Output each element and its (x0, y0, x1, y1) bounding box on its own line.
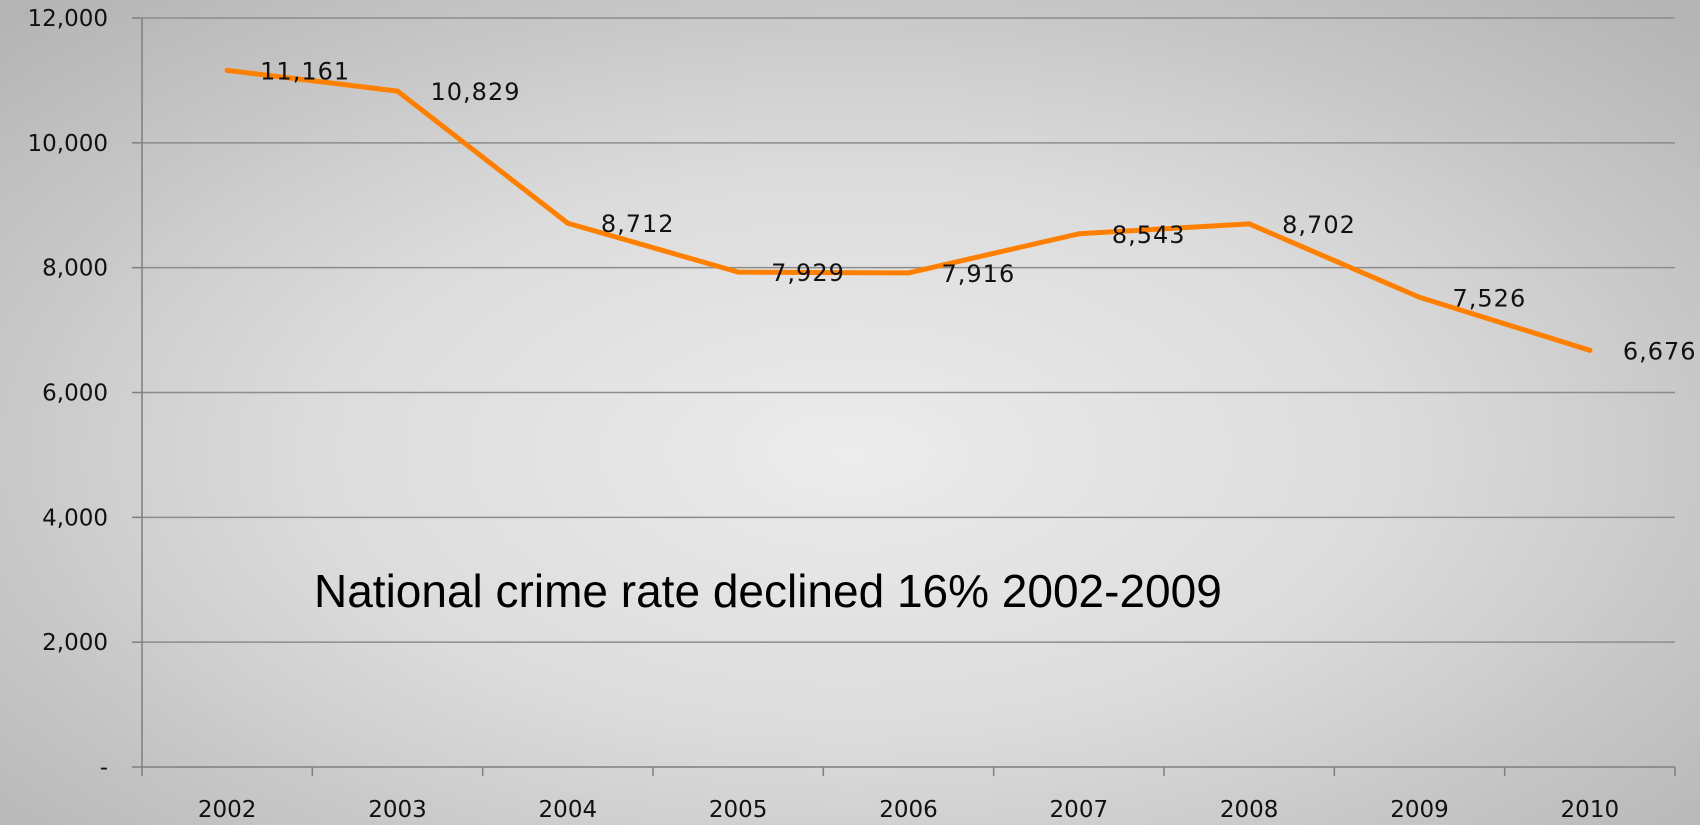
x-tick-label: 2010 (1561, 797, 1620, 823)
y-tick-labels: - 2,000 4,000 6,000 8,000 10,000 12,000 (28, 6, 108, 781)
data-point (224, 67, 230, 73)
series-lines (224, 67, 1593, 353)
x-tick-label: 2005 (709, 797, 768, 823)
data-point (395, 88, 400, 94)
y-tick-label: 6,000 (42, 381, 108, 407)
data-label: 7,929 (771, 259, 845, 287)
data-label: 11,161 (260, 57, 350, 85)
x-tick-labels: 2002 2003 2004 2005 2006 2007 2008 2009 2010 (198, 797, 1619, 823)
x-tick-label: 2003 (368, 797, 427, 823)
y-tick-label: 12,000 (28, 6, 108, 32)
data-labels: 11,161 10,829 8,712 7,929 7,916 8,543 8,702 7,5… (260, 57, 1697, 365)
y-tick-label: 8,000 (42, 256, 108, 282)
x-tick-label: 2009 (1390, 797, 1449, 823)
data-point (735, 269, 741, 275)
gridlines (132, 17, 1676, 776)
data-point (1417, 294, 1422, 300)
chart-annotation: National crime rate declined 16% 2002-20… (314, 565, 1222, 617)
data-point (906, 270, 911, 276)
x-tick-label: 2006 (879, 797, 938, 823)
y-tick-label: 4,000 (42, 505, 108, 531)
data-label: 8,712 (601, 210, 675, 238)
y-tick-label: - (100, 755, 108, 781)
x-tick-label: 2002 (198, 797, 257, 823)
data-label: 10,829 (431, 78, 521, 106)
y-tick-label: 2,000 (42, 630, 108, 656)
x-tick-label: 2008 (1220, 797, 1279, 823)
data-point (1587, 347, 1593, 353)
series-line (224, 67, 1593, 353)
data-label: 8,702 (1282, 211, 1356, 239)
x-tick-label: 2004 (539, 797, 598, 823)
data-label: 7,916 (942, 260, 1016, 288)
y-tick-label: 10,000 (28, 131, 108, 157)
axes (141, 18, 1675, 768)
x-tick-label: 2007 (1050, 797, 1109, 823)
data-point (565, 220, 571, 226)
data-label: 8,543 (1112, 221, 1186, 249)
data-label: 7,526 (1453, 284, 1527, 312)
data-point (1246, 221, 1252, 227)
data-label: 6,676 (1623, 337, 1697, 365)
data-point (1076, 231, 1082, 237)
